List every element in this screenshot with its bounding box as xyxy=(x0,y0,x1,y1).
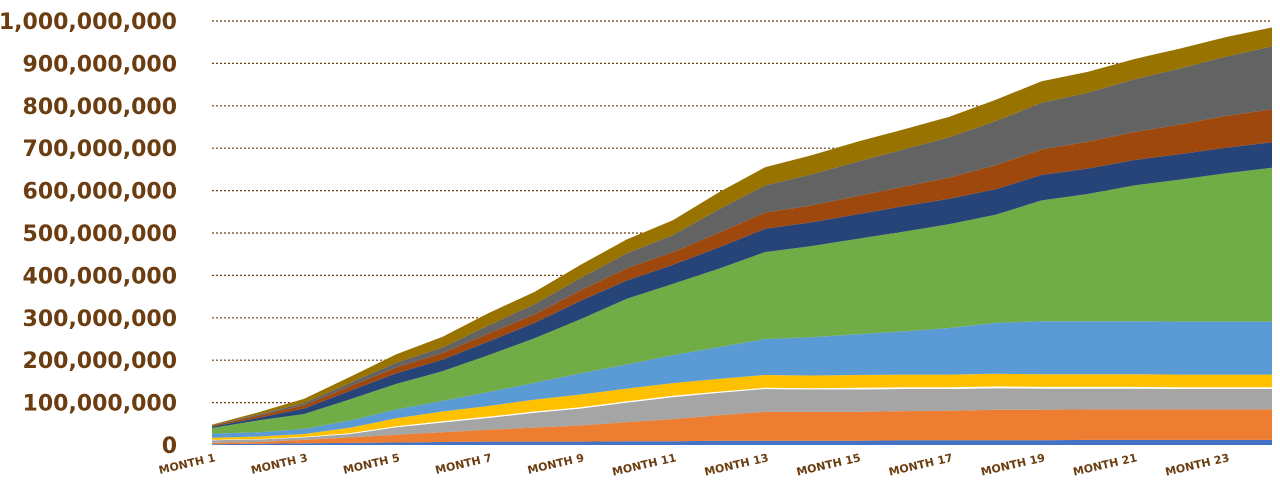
x-tick-label: MONTH 9 xyxy=(526,451,585,477)
y-tick-label: 900,000,000 xyxy=(23,52,177,77)
y-tick-label: 400,000,000 xyxy=(23,264,177,289)
y-axis-tick-labels: 0 100,000,000 200,000,000 300,000,000 400,00… xyxy=(0,10,177,459)
x-tick-label: MONTH 5 xyxy=(342,451,401,477)
x-tick-label: MONTH 13 xyxy=(703,451,770,478)
x-tick-label: MONTH 11 xyxy=(611,451,678,478)
y-tick-label: 0 xyxy=(162,434,177,459)
y-tick-label: 500,000,000 xyxy=(23,222,177,247)
y-tick-label: 1,000,000,000 xyxy=(0,10,177,35)
series-area-3 xyxy=(212,388,1272,443)
y-tick-label: 200,000,000 xyxy=(23,349,177,374)
series-area-2 xyxy=(212,409,1272,445)
x-tick-label: MONTH 3 xyxy=(250,451,309,477)
x-axis-tick-labels: MONTH 1 MONTH 3 MONTH 5 MONTH 7 MONTH 9 MONTH… xyxy=(158,451,1231,478)
series-area-10 xyxy=(212,46,1272,426)
x-tick-label: MONTH 19 xyxy=(980,451,1047,478)
series-area-9 xyxy=(212,109,1272,427)
y-tick-label: 100,000,000 xyxy=(23,392,177,417)
y-tick-label: 300,000,000 xyxy=(23,307,177,332)
x-tick-label: MONTH 15 xyxy=(795,451,862,478)
y-tick-label: 800,000,000 xyxy=(23,95,177,120)
series-area-1 xyxy=(212,439,1272,445)
series-area-6 xyxy=(212,321,1272,438)
series-area-11 xyxy=(212,27,1272,426)
series-area-7 xyxy=(212,167,1272,434)
x-tick-label: MONTH 21 xyxy=(1072,451,1139,478)
series-area-5 xyxy=(212,373,1272,440)
stacked-areas xyxy=(212,27,1272,445)
x-tick-label: MONTH 23 xyxy=(1164,451,1231,478)
y-tick-label: 700,000,000 xyxy=(23,137,177,162)
x-tick-label: MONTH 17 xyxy=(887,451,954,478)
series-area-8 xyxy=(212,142,1272,429)
x-tick-label: MONTH 7 xyxy=(434,451,493,477)
y-tick-label: 600,000,000 xyxy=(23,180,177,205)
